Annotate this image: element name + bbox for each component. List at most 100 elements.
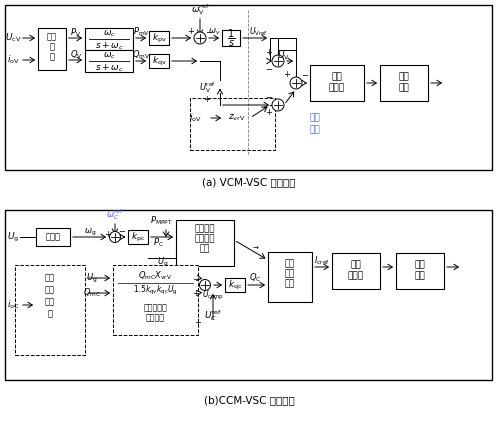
Text: 调制: 调制 xyxy=(398,83,409,93)
Bar xyxy=(222,30,240,46)
Bar xyxy=(36,228,70,246)
Text: $\omega_C^{\rm ref}$: $\omega_C^{\rm ref}$ xyxy=(106,208,124,222)
Bar xyxy=(149,54,169,68)
Bar xyxy=(310,65,364,101)
Text: $U_{\rm V}$: $U_{\rm V}$ xyxy=(276,50,289,62)
Text: $Q_{\rm mV}$: $Q_{\rm mV}$ xyxy=(132,49,150,61)
Text: $P_{\rm mV}$: $P_{\rm mV}$ xyxy=(132,26,149,38)
Bar xyxy=(38,28,66,70)
Text: (a) VCM-VSC 控制框图: (a) VCM-VSC 控制框图 xyxy=(202,177,296,187)
Text: $+$: $+$ xyxy=(283,69,291,79)
Bar xyxy=(5,210,492,380)
Text: $\omega_c$: $\omega_c$ xyxy=(103,29,116,39)
Text: $i_{\rm oV}$: $i_{\rm oV}$ xyxy=(189,112,201,124)
Bar xyxy=(225,278,245,292)
Text: $+$: $+$ xyxy=(104,229,112,239)
Text: $+$: $+$ xyxy=(187,26,195,36)
Text: $P_{\rm C}$: $P_{\rm C}$ xyxy=(152,237,163,249)
Text: 内环: 内环 xyxy=(332,73,342,81)
Text: 计: 计 xyxy=(49,42,54,52)
Bar xyxy=(85,28,133,50)
Text: $-$: $-$ xyxy=(118,225,126,235)
Circle shape xyxy=(272,55,284,67)
Text: $k_{\rm pc}$: $k_{\rm pc}$ xyxy=(131,230,145,243)
Text: 计算: 计算 xyxy=(285,280,295,288)
Text: $U_{\rm comp}$: $U_{\rm comp}$ xyxy=(202,288,224,302)
Text: 虚拟: 虚拟 xyxy=(310,114,320,122)
Text: 控制器: 控制器 xyxy=(348,271,364,281)
Text: 脉冲: 脉冲 xyxy=(398,73,409,81)
Bar xyxy=(380,65,428,101)
Text: 波: 波 xyxy=(47,309,52,319)
Text: $k_{\rm qc}$: $k_{\rm qc}$ xyxy=(228,278,242,291)
Text: $i_{\rm oV}$: $i_{\rm oV}$ xyxy=(6,54,19,66)
Text: 调制: 调制 xyxy=(415,271,425,281)
Text: $P_{\rm MPPT}$: $P_{\rm MPPT}$ xyxy=(149,215,172,227)
Bar xyxy=(149,31,169,45)
Text: $-$: $-$ xyxy=(205,27,213,35)
Bar xyxy=(224,111,250,125)
Bar xyxy=(176,220,234,266)
Bar xyxy=(268,252,312,302)
Text: $I_{\rm cref}$: $I_{\rm cref}$ xyxy=(314,255,330,267)
Text: $-$: $-$ xyxy=(192,274,200,282)
Text: $z_{\rm vrV}$: $z_{\rm vrV}$ xyxy=(228,113,246,123)
Text: 内环: 内环 xyxy=(351,260,362,270)
Circle shape xyxy=(110,232,121,243)
Text: $U_{\rm g}$: $U_{\rm g}$ xyxy=(86,271,98,284)
Circle shape xyxy=(194,32,206,44)
Text: $\omega_v$: $\omega_v$ xyxy=(208,27,220,37)
Text: $s+\omega_c$: $s+\omega_c$ xyxy=(95,40,124,52)
Text: 与滤: 与滤 xyxy=(45,298,55,306)
Bar xyxy=(5,5,492,170)
Text: $\omega_{\rm g}$: $\omega_{\rm g}$ xyxy=(84,226,96,238)
Text: $+$: $+$ xyxy=(265,47,273,57)
Text: 算: 算 xyxy=(49,52,54,62)
Text: $k_{\rm qv}$: $k_{\rm qv}$ xyxy=(151,55,166,68)
Bar xyxy=(85,50,133,72)
Bar xyxy=(396,253,444,289)
Text: (b)CCM-VSC 控制框图: (b)CCM-VSC 控制框图 xyxy=(204,395,294,405)
Text: 功率: 功率 xyxy=(47,32,57,42)
Bar xyxy=(113,265,198,335)
Text: 电流: 电流 xyxy=(285,260,295,268)
Text: 电压补偿: 电压补偿 xyxy=(145,313,164,323)
Text: $+$: $+$ xyxy=(192,288,200,298)
Text: 有功功率: 有功功率 xyxy=(195,225,215,233)
Text: $U_{\rm V}^{\rm ref}$: $U_{\rm V}^{\rm ref}$ xyxy=(200,80,217,95)
Text: $-$: $-$ xyxy=(265,63,273,73)
Text: $Q_{\rm C}$: $Q_{\rm C}$ xyxy=(249,272,261,284)
Text: $-$: $-$ xyxy=(265,91,273,101)
Text: $Q_{\rm mC}X_{\rm vrV}$: $Q_{\rm mC}X_{\rm vrV}$ xyxy=(138,270,172,282)
Text: $+$: $+$ xyxy=(194,317,202,327)
Text: $P_{\rm V}$: $P_{\rm V}$ xyxy=(71,27,82,39)
Text: 锁相环: 锁相环 xyxy=(45,232,60,242)
Bar xyxy=(15,265,85,355)
Text: $U_{\rm Vref}$: $U_{\rm Vref}$ xyxy=(249,26,267,38)
Circle shape xyxy=(272,99,284,111)
Text: 脉冲: 脉冲 xyxy=(415,260,425,270)
Text: $U_{\rm cV}$: $U_{\rm cV}$ xyxy=(5,32,21,44)
Text: $\rightarrow$: $\rightarrow$ xyxy=(250,245,259,251)
Text: $+$: $+$ xyxy=(265,107,273,117)
Text: $s+\omega_c$: $s+\omega_c$ xyxy=(95,62,124,74)
Bar xyxy=(128,230,148,244)
Text: 功率: 功率 xyxy=(45,274,55,282)
Text: $-$: $-$ xyxy=(301,69,309,79)
Text: $\dfrac{1}{s}$: $\dfrac{1}{s}$ xyxy=(227,28,235,49)
Text: $+$: $+$ xyxy=(203,94,211,104)
Text: $k_{\rm pv}$: $k_{\rm pv}$ xyxy=(151,31,166,45)
Bar xyxy=(332,253,380,289)
Text: $U_C^{\rm ref}$: $U_C^{\rm ref}$ xyxy=(204,309,222,323)
Text: $1.5k_{\rm qv}k_{\rm qc}U_{\rm g}$: $1.5k_{\rm qv}k_{\rm qc}U_{\rm g}$ xyxy=(132,284,177,297)
Text: $\omega_{\rm V}^{\rm ref}$: $\omega_{\rm V}^{\rm ref}$ xyxy=(191,3,210,17)
Text: $\omega_c$: $\omega_c$ xyxy=(103,51,116,61)
Text: 指令: 指令 xyxy=(285,270,295,278)
Text: $U_{\rm g}$: $U_{\rm g}$ xyxy=(7,230,19,243)
Text: 自适应空载: 自适应空载 xyxy=(143,304,167,312)
Text: $U_{\rm g}$: $U_{\rm g}$ xyxy=(157,256,169,269)
Text: $i_{\rm oC}$: $i_{\rm oC}$ xyxy=(7,299,19,311)
Text: 选择: 选择 xyxy=(200,244,210,253)
Text: 计算: 计算 xyxy=(45,285,55,295)
Text: 阻抗: 阻抗 xyxy=(310,125,320,135)
